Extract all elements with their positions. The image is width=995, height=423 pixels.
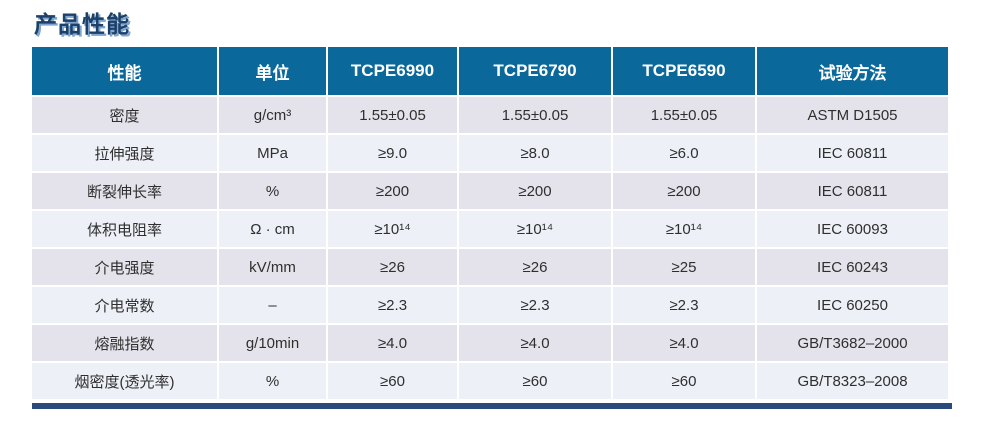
value-cell: ≥60: [328, 363, 457, 399]
method-cell: GB/T8323–2008: [757, 363, 948, 399]
table-bottom-border: [32, 403, 952, 409]
table-row: 介电常数 – ≥2.3 ≥2.3 ≥2.3 IEC 60250: [32, 287, 948, 323]
value-cell: ≥200: [328, 173, 457, 209]
method-cell: IEC 60811: [757, 173, 948, 209]
property-cell: 烟密度(透光率): [32, 363, 217, 399]
value-cell: ≥2.3: [328, 287, 457, 323]
table-header-row: 性能 单位 TCPE6990 TCPE6790 TCPE6590 试验方法: [32, 47, 948, 95]
value-cell: ≥8.0: [459, 135, 611, 171]
value-cell: ≥2.3: [613, 287, 755, 323]
table-row: 密度 g/cm³ 1.55±0.05 1.55±0.05 1.55±0.05 A…: [32, 97, 948, 133]
value-cell: ≥60: [459, 363, 611, 399]
property-cell: 介电强度: [32, 249, 217, 285]
value-cell: ≥26: [459, 249, 611, 285]
column-header-unit: 单位: [219, 47, 326, 95]
property-cell: 熔融指数: [32, 325, 217, 361]
table-row: 拉伸强度 MPa ≥9.0 ≥8.0 ≥6.0 IEC 60811: [32, 135, 948, 171]
table-row: 介电强度 kV/mm ≥26 ≥26 ≥25 IEC 60243: [32, 249, 948, 285]
value-cell: 1.55±0.05: [459, 97, 611, 133]
unit-cell: Ω · cm: [219, 211, 326, 247]
value-cell: ≥9.0: [328, 135, 457, 171]
table-row: 熔融指数 g/10min ≥4.0 ≥4.0 ≥4.0 GB/T3682–200…: [32, 325, 948, 361]
method-cell: IEC 60250: [757, 287, 948, 323]
property-cell: 拉伸强度: [32, 135, 217, 171]
value-cell: ≥200: [613, 173, 755, 209]
value-cell: 1.55±0.05: [613, 97, 755, 133]
property-cell: 体积电阻率: [32, 211, 217, 247]
column-header-test-method: 试验方法: [757, 47, 948, 95]
table-row: 烟密度(透光率) % ≥60 ≥60 ≥60 GB/T8323–2008: [32, 363, 948, 399]
column-header-tcpe6990: TCPE6990: [328, 47, 457, 95]
value-cell: ≥4.0: [459, 325, 611, 361]
property-cell: 介电常数: [32, 287, 217, 323]
value-cell: ≥26: [328, 249, 457, 285]
value-cell: ≥25: [613, 249, 755, 285]
value-cell: ≥10¹⁴: [328, 211, 457, 247]
unit-cell: MPa: [219, 135, 326, 171]
unit-cell: %: [219, 363, 326, 399]
method-cell: ASTM D1505: [757, 97, 948, 133]
unit-cell: g/10min: [219, 325, 326, 361]
property-cell: 密度: [32, 97, 217, 133]
unit-cell: %: [219, 173, 326, 209]
unit-cell: g/cm³: [219, 97, 326, 133]
table-row: 体积电阻率 Ω · cm ≥10¹⁴ ≥10¹⁴ ≥10¹⁴ IEC 60093: [32, 211, 948, 247]
method-cell: IEC 60243: [757, 249, 948, 285]
column-header-tcpe6590: TCPE6590: [613, 47, 755, 95]
unit-cell: kV/mm: [219, 249, 326, 285]
value-cell: ≥2.3: [459, 287, 611, 323]
value-cell: ≥4.0: [613, 325, 755, 361]
method-cell: IEC 60811: [757, 135, 948, 171]
product-performance-table: 性能 单位 TCPE6990 TCPE6790 TCPE6590 试验方法 密度…: [30, 45, 950, 401]
method-cell: GB/T3682–2000: [757, 325, 948, 361]
value-cell: ≥4.0: [328, 325, 457, 361]
method-cell: IEC 60093: [757, 211, 948, 247]
table-row: 断裂伸长率 % ≥200 ≥200 ≥200 IEC 60811: [32, 173, 948, 209]
unit-cell: –: [219, 287, 326, 323]
value-cell: ≥10¹⁴: [459, 211, 611, 247]
page-title: 产品性能: [34, 11, 130, 37]
column-header-property: 性能: [32, 47, 217, 95]
value-cell: ≥200: [459, 173, 611, 209]
property-cell: 断裂伸长率: [32, 173, 217, 209]
value-cell: ≥60: [613, 363, 755, 399]
value-cell: ≥10¹⁴: [613, 211, 755, 247]
column-header-tcpe6790: TCPE6790: [459, 47, 611, 95]
value-cell: ≥6.0: [613, 135, 755, 171]
value-cell: 1.55±0.05: [328, 97, 457, 133]
